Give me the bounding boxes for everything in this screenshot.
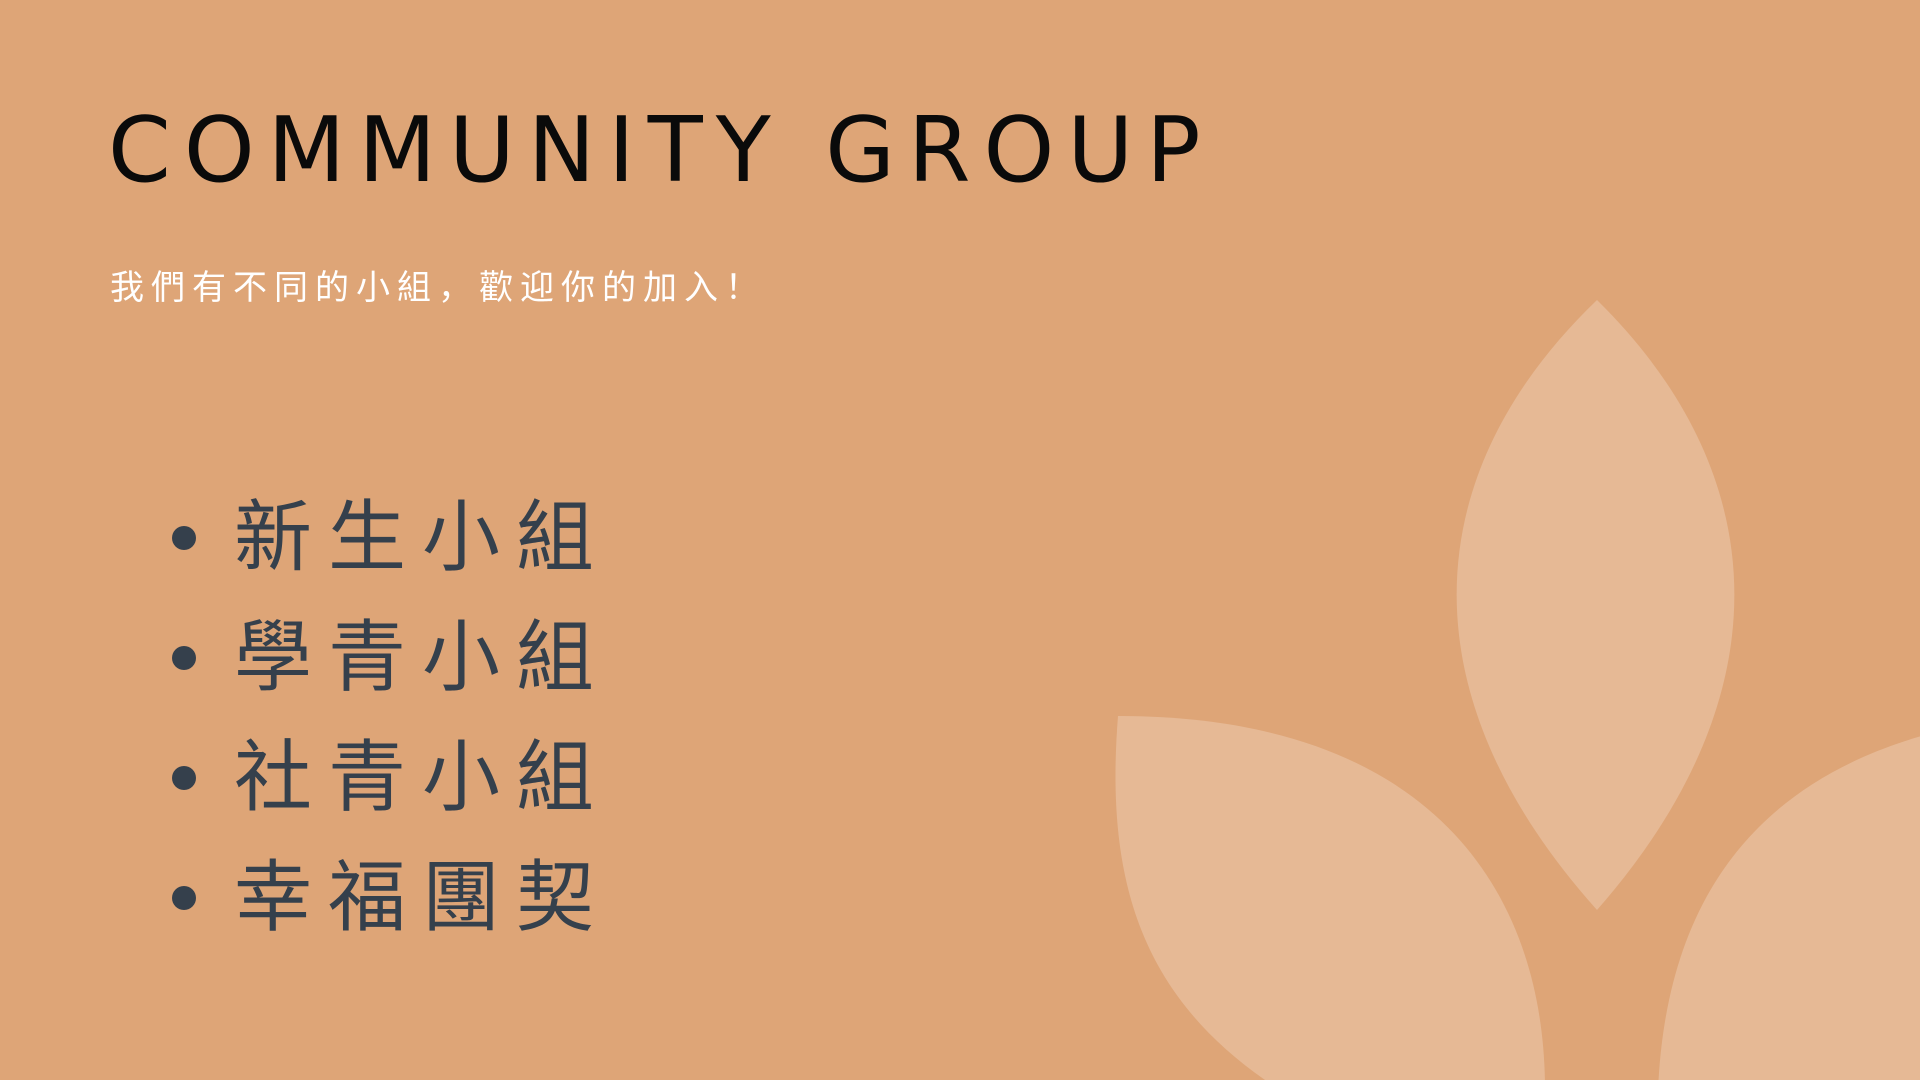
list-item-group-4: 幸福團契 [172, 838, 610, 958]
page-subtitle: 我們有不同的小組，歡迎你的加入！ [110, 268, 766, 308]
group-label: 新生小組 [234, 493, 611, 583]
group-label: 幸福團契 [234, 853, 611, 943]
list-item-group-1: 新生小組 [172, 478, 610, 598]
page-title: COMMUNITY GROUP [108, 98, 1214, 203]
bullet-dot-icon [172, 646, 196, 670]
group-label: 社青小組 [234, 733, 611, 823]
list-item-group-2: 學青小組 [172, 598, 610, 718]
leaf-shape-left [1115, 716, 1545, 1080]
leaf-shape-top [1456, 300, 1735, 910]
bullet-dot-icon [172, 526, 196, 550]
group-label: 學青小組 [234, 613, 611, 703]
bullet-dot-icon [172, 886, 196, 910]
leaf-shape-right [1658, 736, 1920, 1080]
list-item-group-3: 社青小組 [172, 718, 610, 838]
group-list: 新生小組 學青小組 社青小組 幸福團契 [172, 478, 610, 958]
bullet-dot-icon [172, 766, 196, 790]
